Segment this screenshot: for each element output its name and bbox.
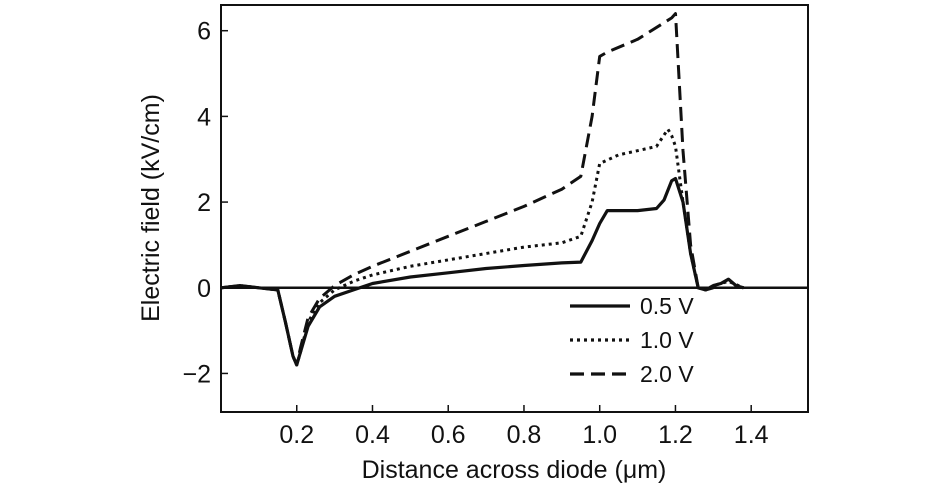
y-axis-title: Electric field (kV/cm) (137, 94, 165, 322)
legend-label: 2.0 V (640, 361, 694, 387)
x-tick-label: 1.2 (658, 421, 693, 449)
x-tick-label: 0.6 (431, 421, 466, 449)
x-tick-label: 1.0 (582, 421, 617, 449)
series-line-dotted (221, 127, 745, 367)
legend-label: 0.5 V (640, 293, 694, 319)
y-tick-label: 6 (197, 18, 211, 46)
series-line-dashed (221, 12, 714, 367)
x-tick-label: 0.2 (279, 421, 314, 449)
legend: 0.5 V 1.0 V 2.0 V (570, 293, 694, 387)
y-tick-label: 2 (197, 189, 211, 217)
y-tick-label: 0 (197, 275, 211, 303)
x-axis-ticks: 0.2 0.4 0.6 0.8 1.0 1.2 1.4 (279, 405, 769, 449)
x-tick-label: 0.4 (355, 421, 390, 449)
y-tick-label: 4 (197, 103, 211, 131)
y-tick-label: −2 (182, 360, 211, 388)
x-tick-label: 0.8 (507, 421, 542, 449)
x-axis-title: Distance across diode (μm) (362, 456, 667, 484)
series-lines (221, 12, 745, 367)
legend-label: 1.0 V (640, 327, 694, 353)
x-tick-label: 1.4 (734, 421, 769, 449)
y-axis-ticks: −2 0 2 4 6 (182, 18, 228, 388)
plot-frame (220, 4, 809, 413)
